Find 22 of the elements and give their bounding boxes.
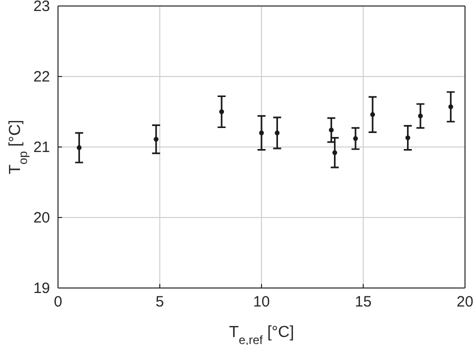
point (328, 128, 334, 132)
point (353, 136, 358, 141)
point (370, 112, 376, 117)
point (76, 145, 82, 150)
y-tick-label: 21 (33, 138, 50, 156)
x-tick-label: 10 (253, 294, 270, 311)
y-tick-label: 22 (33, 68, 50, 86)
y-tick-label: 23 (33, 0, 50, 15)
point (259, 130, 264, 136)
x-tick-label: 5 (156, 294, 164, 311)
x-tick-label: 15 (354, 294, 372, 311)
point (405, 135, 410, 140)
point (219, 109, 224, 114)
point (274, 130, 280, 136)
x-tick-label: 20 (456, 294, 474, 311)
y-tick-label: 20 (33, 209, 50, 226)
point (332, 150, 338, 156)
point (154, 136, 158, 142)
y-tick-label: 19 (33, 280, 50, 297)
point (418, 114, 423, 118)
x-tick-label: 0 (54, 294, 62, 311)
point (448, 104, 454, 110)
